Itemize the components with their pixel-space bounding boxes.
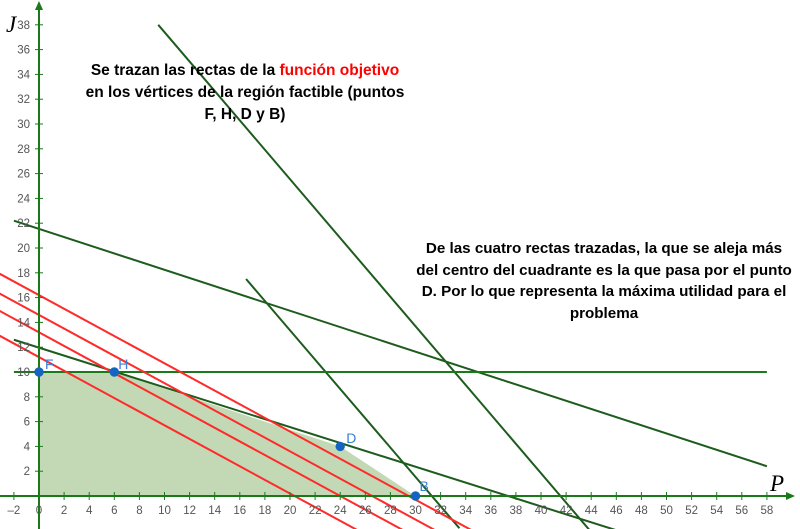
x-tick-label: 56 <box>735 505 748 517</box>
x-tick-label: 18 <box>259 505 272 517</box>
restriccion-3 <box>157 24 590 529</box>
x-tick-label: 22 <box>309 505 322 517</box>
x-tick-label: 58 <box>761 505 774 517</box>
y-tick-label: 12 <box>17 342 30 354</box>
x-tick-label: 48 <box>635 505 648 517</box>
y-tick-label: 14 <box>17 317 30 329</box>
vertex-point-f[interactable] <box>34 367 44 377</box>
vertex-label-h: H <box>118 356 129 372</box>
x-axis-label: P <box>770 471 785 496</box>
vertex-point-b[interactable] <box>410 491 421 501</box>
y-tick-label: 16 <box>17 293 30 305</box>
annotation-maximum-utility: De las cuatro rectas trazadas, la que se… <box>416 240 792 322</box>
x-tick-label: 54 <box>710 505 723 517</box>
vertex-points-layer <box>34 367 421 501</box>
vertex-point-h[interactable] <box>109 367 120 377</box>
x-tick-label: 36 <box>484 505 497 517</box>
x-tick-label: 20 <box>284 505 297 517</box>
axis-ticks-layer: –2 0 2 4 6 8 10 12 14 16 18 20 22 24 26 28 30 32 34 36 38 40 4… <box>8 20 774 517</box>
x-tick-label: 14 <box>208 505 221 517</box>
x-tick-label: 28 <box>384 505 397 517</box>
x-tick-label: 10 <box>158 505 171 517</box>
x-tick-label: 26 <box>359 505 372 517</box>
y-tick-label: 2 <box>24 466 30 478</box>
constraint-lines-layer <box>13 24 768 529</box>
x-tick-label: –2 <box>8 505 21 517</box>
y-axis-label: J <box>6 12 17 37</box>
x-tick-label: 42 <box>560 505 573 517</box>
objective-function-lines-layer <box>0 272 472 529</box>
objetivo-por-F <box>0 334 358 529</box>
y-tick-label: 32 <box>17 94 30 106</box>
restriccion-2 <box>13 338 616 529</box>
x-tick-label: 46 <box>610 505 623 517</box>
x-tick-label: 24 <box>334 505 347 517</box>
annotation-objective-function: Se trazan las rectas de la función objet… <box>84 60 406 126</box>
vertex-label-d: D <box>346 430 357 447</box>
vertex-point-d[interactable] <box>335 441 345 452</box>
annotation-objective-post: en los vértices de la región factible (p… <box>85 84 405 123</box>
y-tick-label: 10 <box>17 367 30 379</box>
y-tick-label: 22 <box>17 218 30 230</box>
y-tick-label: 26 <box>17 169 30 181</box>
y-tick-label: 6 <box>24 417 30 429</box>
y-tick-label: 24 <box>17 193 30 205</box>
x-tick-label: 12 <box>183 505 196 517</box>
x-tick-label: 32 <box>434 505 447 517</box>
y-tick-label: 18 <box>17 268 30 280</box>
x-tick-label: 2 <box>61 505 67 517</box>
vertex-label-f: F <box>45 356 54 372</box>
x-axis-arrow-icon <box>786 492 795 500</box>
objetivo-por-B <box>0 292 435 529</box>
annotation-objective-pre: Se trazan las rectas de la <box>90 62 280 79</box>
x-tick-label: 40 <box>535 505 548 517</box>
x-tick-label: 0 <box>36 505 42 517</box>
objetivo-por-H <box>0 309 404 529</box>
x-tick-label: 50 <box>660 505 673 517</box>
restriccion-1 <box>13 219 768 468</box>
x-tick-label: 52 <box>685 505 698 517</box>
x-tick-label: 4 <box>86 505 93 517</box>
x-tick-label: 38 <box>510 505 523 517</box>
y-axis-arrow-icon <box>35 1 43 10</box>
y-tick-label: 36 <box>17 45 30 57</box>
restriccion-4 <box>245 278 461 529</box>
vertex-label-b: B <box>419 478 429 494</box>
x-tick-label: 34 <box>459 505 472 517</box>
x-tick-label: 16 <box>233 505 246 517</box>
y-tick-label: 38 <box>17 20 30 32</box>
objetivo-por-D <box>0 272 472 529</box>
x-tick-label: 6 <box>111 505 117 517</box>
y-tick-label: 8 <box>24 392 30 404</box>
y-tick-label: 28 <box>17 144 30 156</box>
y-tick-label: 4 <box>24 441 31 453</box>
x-tick-label: 30 <box>409 505 422 517</box>
x-tick-label: 44 <box>585 505 598 517</box>
x-tick-label: 8 <box>136 505 142 517</box>
annotation-objective-highlight: función objetivo <box>279 62 400 79</box>
y-tick-label: 34 <box>17 69 30 81</box>
y-tick-label: 30 <box>17 119 30 131</box>
y-tick-label: 20 <box>17 243 30 255</box>
